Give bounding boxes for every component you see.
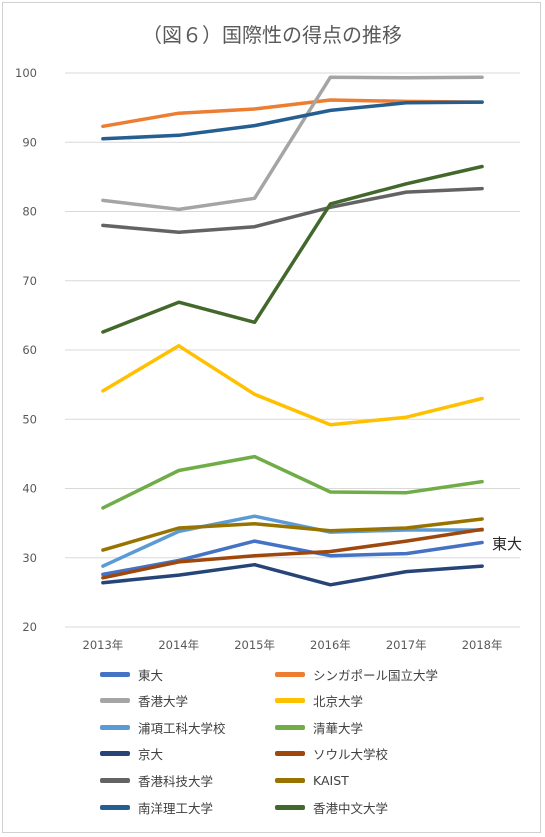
legend-swatch — [100, 804, 130, 810]
series-lines — [101, 75, 484, 587]
legend-swatch — [100, 751, 130, 757]
legend-label: 香港大学 — [138, 694, 189, 710]
x-tick-label: 2014年 — [158, 638, 199, 652]
legend-item: KAIST — [275, 770, 349, 790]
gridlines — [65, 72, 520, 628]
legend-item: ソウル大学校 — [275, 744, 388, 764]
legend-swatch — [275, 671, 305, 677]
legend-label: 香港中文大学 — [313, 800, 389, 816]
y-tick-label: 20 — [22, 620, 37, 634]
legend-item: 香港大学 — [100, 691, 188, 711]
x-tick-label: 2018年 — [462, 638, 503, 652]
series-line-10 — [101, 100, 484, 141]
y-tick-label: 100 — [15, 66, 37, 80]
legend-item: 東大 — [100, 664, 163, 684]
legend-item: 清華大学 — [275, 717, 363, 737]
x-axis: 2013年 2014年 2015年 2016年 2017年 2018年 — [83, 638, 503, 652]
legend-swatch — [275, 724, 305, 730]
legend-label: シンガポール国立大学 — [313, 667, 439, 683]
y-tick-label: 30 — [22, 551, 37, 565]
y-tick-label: 70 — [22, 274, 37, 288]
legend-swatch — [275, 777, 305, 783]
x-tick-label: 2015年 — [234, 638, 275, 652]
y-axis: 20 30 40 50 60 70 80 90 100 — [15, 66, 37, 634]
legend-label: 香港科技大学 — [138, 773, 214, 789]
y-tick-label: 40 — [22, 482, 37, 496]
series-line-6 — [101, 562, 484, 587]
chart-title: （図６）国際性の得点の推移 — [142, 23, 402, 47]
legend-label: KAIST — [313, 772, 349, 788]
series-line-9 — [101, 517, 484, 552]
legend-swatch — [275, 751, 305, 757]
y-tick-label: 90 — [22, 135, 37, 149]
x-tick-label: 2017年 — [386, 638, 427, 652]
legend-swatch — [100, 671, 130, 677]
x-tick-label: 2016年 — [310, 638, 351, 652]
series-line-8 — [101, 186, 484, 235]
series-line-7 — [101, 527, 484, 580]
legend-label: 浦項工科大学校 — [138, 720, 226, 736]
series-line-2 — [101, 75, 484, 212]
legend-label: 北京大学 — [313, 694, 364, 710]
legend-swatch — [100, 777, 130, 783]
series-line-4 — [101, 514, 484, 568]
legend-item: 香港中文大学 — [275, 797, 388, 817]
series-line-5 — [101, 454, 484, 510]
legend-swatch — [100, 698, 130, 704]
y-tick-label: 50 — [22, 412, 37, 426]
legend-label: 東大 — [138, 667, 164, 683]
y-tick-label: 60 — [22, 343, 37, 357]
legend-label: 南洋理工大学 — [138, 800, 214, 816]
legend-label: 清華大学 — [313, 720, 364, 736]
annotation-label: 東大 — [492, 535, 522, 553]
legend-item: 南洋理工大学 — [100, 797, 213, 817]
legend-label: 京大 — [138, 747, 164, 763]
series-line-11 — [101, 164, 484, 334]
legend-item: 香港科技大学 — [100, 770, 213, 790]
legend-swatch — [275, 804, 305, 810]
legend-label: ソウル大学校 — [313, 747, 389, 763]
legend-item: シンガポール国立大学 — [275, 664, 438, 684]
legend-item: 浦項工科大学校 — [100, 717, 226, 737]
series-line-3 — [101, 344, 484, 427]
legend-item: 京大 — [100, 744, 163, 764]
legend-swatch — [100, 724, 130, 730]
legend-item: 北京大学 — [275, 691, 363, 711]
y-tick-label: 80 — [22, 205, 37, 219]
legend-swatch — [275, 698, 305, 704]
x-tick-label: 2013年 — [83, 638, 124, 652]
